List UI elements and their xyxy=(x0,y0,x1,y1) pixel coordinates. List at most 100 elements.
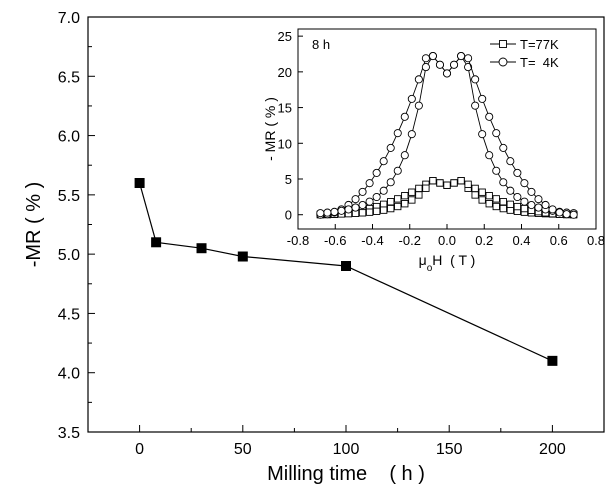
main-series-line xyxy=(139,182,553,362)
inset-data-point-4k xyxy=(393,129,402,138)
main-data-point xyxy=(341,261,351,271)
inset-data-point-4k xyxy=(548,205,557,214)
main-x-tick-label: 50 xyxy=(234,441,252,458)
inset-data-point-77k xyxy=(485,192,493,200)
inset-y-tick-label: 10 xyxy=(278,136,292,151)
inset-data-point-4k xyxy=(492,166,501,175)
inset-data-point-4k xyxy=(400,151,409,160)
main-data-point xyxy=(237,251,248,262)
main-x-tick-label: 100 xyxy=(333,441,360,458)
inset-data-point-77k xyxy=(394,195,402,203)
inset-legend: T=77K T= 4K xyxy=(490,37,559,70)
inset-data-point-4k xyxy=(471,101,480,110)
inset-y-tick-label: 0 xyxy=(285,208,292,223)
inset-data-point-4k xyxy=(513,168,522,177)
inset-x-tick-label: 0.8 xyxy=(587,233,605,248)
legend-label-4k: T= 4K xyxy=(520,55,559,70)
inset-data-point-77k xyxy=(443,181,451,189)
inset-data-point-77k xyxy=(492,202,500,211)
inset-data-point-77k xyxy=(408,196,416,204)
inset-data-point-77k xyxy=(478,188,486,196)
main-x-tick-label: 0 xyxy=(135,441,144,458)
inset-data-point-4k xyxy=(323,208,332,217)
inset-data-point-77k xyxy=(464,180,472,188)
inset-data-point-77k xyxy=(365,208,374,216)
inset-data-point-4k xyxy=(365,197,374,206)
inset-y-tick-label: 15 xyxy=(278,101,292,116)
main-y-axis-label: -MR ( % ) xyxy=(23,182,45,268)
inset-data-point-4k xyxy=(330,207,339,216)
inset-data-point-4k xyxy=(492,129,501,138)
inset-data-point-4k xyxy=(499,143,508,152)
legend-label-77k: T=77K xyxy=(520,37,559,52)
inset-x-tick-label: 0.6 xyxy=(550,233,568,248)
inset-data-point-4k xyxy=(428,52,437,61)
inset-x-label-sub: o xyxy=(427,263,433,274)
inset-data-point-4k xyxy=(379,186,388,195)
inset-data-point-77k xyxy=(394,202,402,211)
inset-data-point-77k xyxy=(372,207,381,215)
inset-chart: 0 5 10 15 20 25 -0.8 -0.6 -0.4 -0.2 0.0 0.2 0.4 0.6 0.… xyxy=(262,28,605,274)
inset-data-point-4k xyxy=(457,52,466,61)
inset-data-point-4k xyxy=(407,94,416,103)
inset-y-tick-label: 25 xyxy=(278,29,292,44)
inset-data-point-4k xyxy=(421,54,430,63)
inset-data-point-4k xyxy=(527,187,536,196)
inset-data-point-4k xyxy=(499,178,508,187)
inset-data-point-4k xyxy=(351,203,360,212)
inset-data-point-4k xyxy=(449,60,459,69)
inset-data-point-77k xyxy=(513,202,522,211)
main-chart: 3.54.04.55.05.56.06.57.00 50 100 150 200 Mil… xyxy=(23,10,605,485)
inset-background xyxy=(298,29,596,229)
inset-data-point-4k xyxy=(534,203,543,212)
inset-data-point-4k xyxy=(414,101,423,110)
inset-x-tick-label: 0.2 xyxy=(475,233,493,248)
inset-data-point-77k xyxy=(485,200,493,208)
inset-series xyxy=(316,52,578,219)
inset-x-label-rest: H ( T ) xyxy=(432,252,475,268)
inset-data-point-4k xyxy=(400,112,409,121)
inset-y-axis-label: - MR ( % ) xyxy=(262,97,278,161)
inset-data-point-77k xyxy=(471,191,479,199)
inset-data-point-4k xyxy=(520,197,529,206)
inset-x-tick-label: -0.2 xyxy=(399,233,421,248)
inset-data-point-4k xyxy=(478,94,487,103)
inset-data-point-4k xyxy=(520,179,529,188)
main-y-tick-label: 4.0 xyxy=(58,366,80,383)
inset-plot-frame xyxy=(297,28,597,230)
main-x-axis-label: Milling time ( h ) xyxy=(267,463,425,485)
inset-data-point-4k xyxy=(421,63,430,72)
inset-data-point-4k xyxy=(485,112,494,121)
inset-data-point-4k xyxy=(471,75,480,84)
inset-data-point-4k xyxy=(541,200,550,210)
inset-data-point-4k xyxy=(464,54,473,63)
main-data-point xyxy=(151,237,162,248)
inset-x-tick-label: 0.4 xyxy=(512,233,530,248)
inset-data-point-77k xyxy=(408,188,416,196)
inset-data-point-4k xyxy=(442,69,452,78)
inset-data-point-77k xyxy=(358,209,367,217)
inset-data-point-77k xyxy=(457,177,465,185)
main-x-tick-label: 150 xyxy=(436,441,463,458)
inset-data-point-4k xyxy=(506,157,515,166)
inset-x-tick-label: 0.0 xyxy=(438,233,456,248)
inset-y-tick-label: 20 xyxy=(278,65,292,80)
inset-data-point-77k xyxy=(401,192,409,200)
inset-data-point-4k xyxy=(386,178,395,187)
inset-data-point-4k xyxy=(513,192,522,202)
inset-data-point-4k xyxy=(372,168,381,177)
inset-data-point-4k xyxy=(393,166,402,175)
inset-x-axis-label: μoH ( T ) xyxy=(419,252,476,274)
inset-annotation: 8 h xyxy=(312,37,330,52)
inset-data-point-4k xyxy=(344,205,353,214)
inset-data-point-77k xyxy=(401,200,409,208)
inset-data-point-4k xyxy=(555,208,564,217)
inset-x-label-mu: μ xyxy=(419,252,427,268)
inset-data-point-4k xyxy=(506,186,515,195)
inset-data-point-77k xyxy=(499,204,507,213)
main-data-point xyxy=(547,355,558,366)
inset-data-point-77k xyxy=(499,198,507,206)
inset-data-point-77k xyxy=(436,179,444,187)
legend-marker-77k xyxy=(499,40,507,48)
